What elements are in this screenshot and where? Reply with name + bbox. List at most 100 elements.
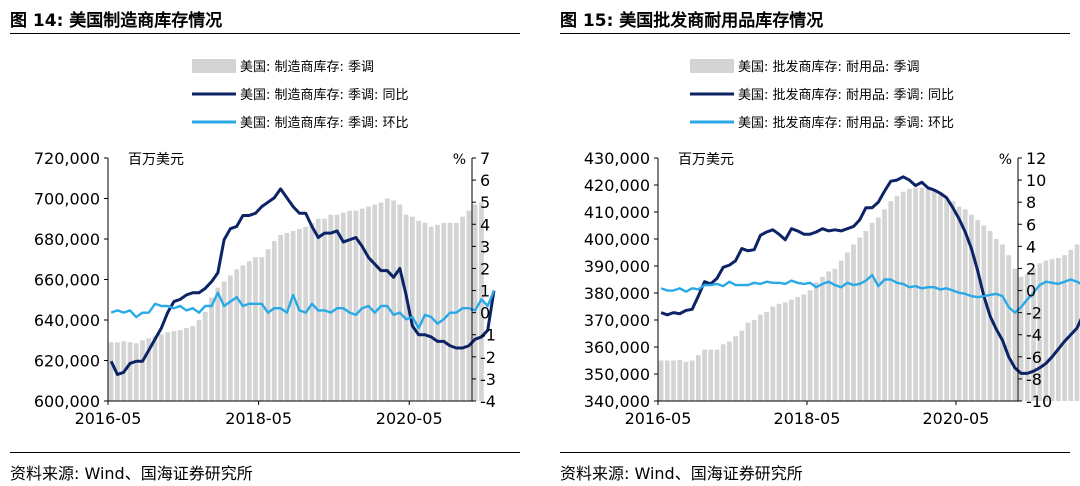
left-tick-label: 380,000 — [584, 284, 650, 303]
source-divider — [10, 452, 520, 453]
manufacturers-inventory-chart: 720,000 700,000 680,000 660,000 640,000 620,0… — [34, 59, 496, 428]
bar — [278, 234, 283, 401]
bar — [931, 190, 937, 401]
left-tick-label: 400,000 — [584, 230, 650, 249]
bar — [671, 360, 676, 401]
bar — [751, 320, 757, 401]
bar — [259, 257, 265, 401]
mom-line — [660, 273, 1080, 314]
x-tick-label: 2018-05 — [774, 409, 841, 428]
right-tick-label: 2 — [1026, 259, 1036, 278]
bar — [733, 336, 738, 401]
bar — [1049, 259, 1055, 401]
bar — [894, 195, 900, 401]
x-tick-label: 2016-05 — [75, 409, 142, 428]
bar — [422, 222, 428, 401]
legend-label: 美国: 制造商库存: 季调 — [240, 59, 374, 75]
bar — [720, 344, 726, 401]
bar — [1012, 268, 1018, 401]
yoy-line — [660, 175, 1080, 375]
left-unit-label: 百万美元 — [128, 152, 184, 168]
bar — [838, 260, 844, 401]
left-tick-label: 360,000 — [584, 338, 650, 357]
source-divider — [560, 452, 1070, 453]
left-tick-label: 640,000 — [34, 311, 100, 330]
figure-panel-manufacturers: 图 14: 美国制造商库存情况 720,000 700,000 680,000 660… — [10, 0, 530, 486]
bar — [1074, 244, 1080, 401]
bar — [764, 311, 769, 401]
left-tick-label: 700,000 — [34, 190, 100, 209]
bar — [969, 214, 974, 401]
right-tick-label: -2 — [480, 348, 496, 367]
bar — [384, 198, 390, 401]
bar — [807, 290, 813, 401]
bar — [745, 322, 751, 401]
title-divider — [10, 33, 520, 34]
bar — [284, 232, 290, 401]
right-tick-label: -4 — [1026, 326, 1042, 345]
right-tick-label: 6 — [1026, 215, 1036, 234]
bar — [702, 349, 707, 401]
right-tick-label: -10 — [1026, 392, 1052, 411]
bar — [1031, 268, 1036, 401]
bar — [353, 210, 359, 401]
bar — [919, 187, 925, 401]
right-unit-label: % — [453, 152, 466, 168]
right-tick-label: -3 — [480, 370, 496, 389]
bar — [1000, 244, 1005, 401]
bar — [782, 302, 788, 401]
bar — [925, 189, 931, 401]
right-tick-label: 5 — [480, 193, 490, 212]
legend-swatch-bars — [690, 59, 734, 73]
bar — [677, 359, 683, 401]
right-tick-label: 4 — [480, 215, 490, 234]
bar — [1018, 276, 1024, 401]
mom-line — [110, 290, 496, 330]
right-tick-label: -1 — [480, 326, 496, 345]
bar — [907, 189, 912, 401]
left-tick-label: 370,000 — [584, 311, 650, 330]
bar — [234, 269, 240, 402]
bar — [403, 214, 409, 401]
bar — [708, 349, 714, 401]
bar — [1024, 274, 1030, 401]
left-tick-label: 600,000 — [34, 392, 100, 411]
bar — [832, 268, 838, 401]
bar — [340, 212, 346, 401]
bar — [913, 187, 918, 401]
bar — [171, 331, 177, 401]
bar — [770, 306, 776, 401]
bar — [366, 206, 371, 401]
bar — [1037, 263, 1043, 401]
legend-swatch-bars — [192, 59, 236, 73]
bar — [303, 226, 309, 401]
left-tick-label: 620,000 — [34, 352, 100, 371]
bar — [888, 201, 894, 401]
bar — [416, 220, 422, 401]
left-tick-label: 680,000 — [34, 230, 100, 249]
bar — [776, 303, 782, 401]
left-tick-label: 350,000 — [584, 365, 650, 384]
bar — [347, 210, 353, 401]
bar — [851, 244, 856, 401]
figure-title: 图 14: 美国制造商库存情况 — [10, 11, 223, 31]
right-tick-label: -6 — [1026, 348, 1042, 367]
bar — [240, 265, 246, 401]
left-tick-label: 420,000 — [584, 176, 650, 195]
figure-title: 图 15: 美国批发商耐用品库存情况 — [560, 11, 824, 31]
legend-label: 美国: 批发商库存: 耐用品: 季调: 环比 — [738, 115, 954, 131]
bar — [391, 200, 396, 401]
bar — [993, 239, 999, 401]
bar — [202, 311, 208, 401]
bar — [875, 217, 881, 401]
legend-label: 美国: 制造商库存: 季调: 同比 — [240, 87, 409, 103]
source-note: 资料来源: Wind、国海证券研究所 — [10, 464, 253, 483]
bar — [789, 299, 794, 401]
right-tick-label: 2 — [480, 259, 490, 278]
bar — [209, 297, 214, 401]
bar — [844, 252, 850, 401]
bar — [328, 214, 334, 401]
bar — [1055, 257, 1061, 401]
bar — [658, 360, 664, 401]
right-tick-label: 3 — [480, 237, 490, 256]
